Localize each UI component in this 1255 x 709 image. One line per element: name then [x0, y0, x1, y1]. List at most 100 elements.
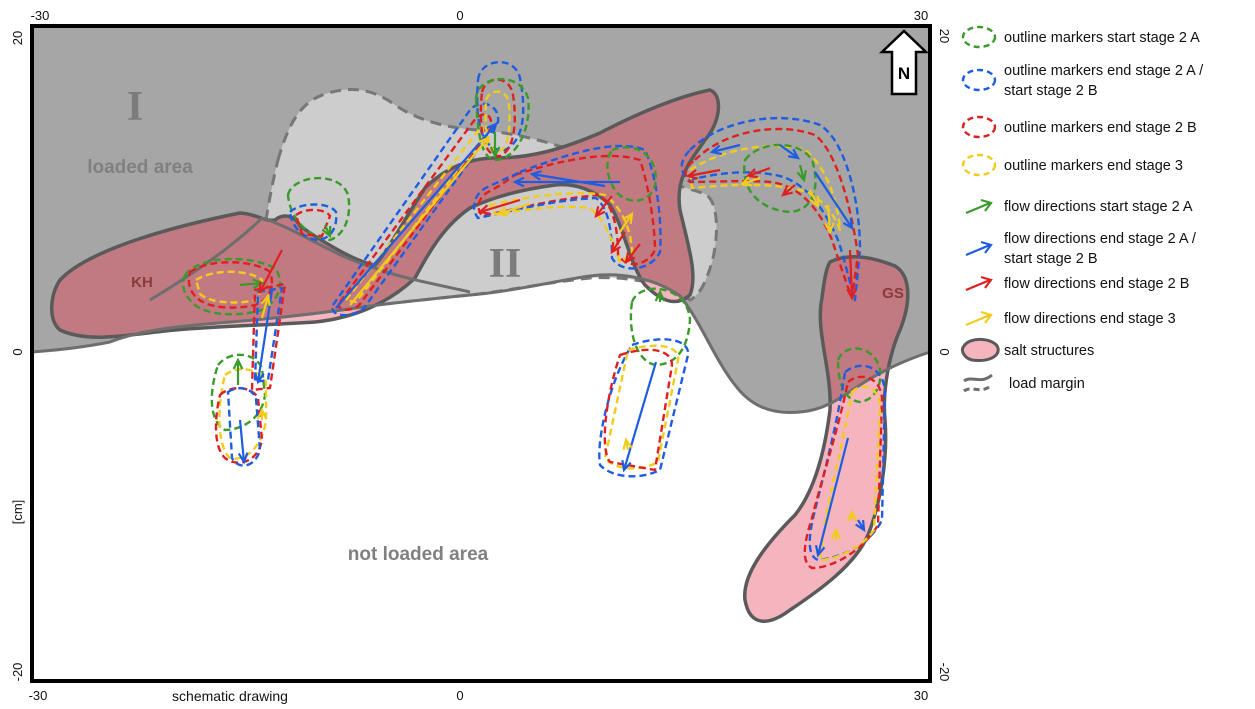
flow-arrow-11 — [619, 211, 634, 233]
legend-outline-end-2a-label-1: outline markers end stage 2 A / — [1004, 63, 1204, 79]
marker-outline-21 — [294, 208, 332, 238]
right-tick-middle: 0 — [937, 348, 952, 355]
caption: schematic drawing — [172, 688, 288, 704]
flow-arrow-18 — [739, 176, 761, 187]
not-loaded-area-label: not loaded area — [348, 544, 489, 565]
flow-arrow-6 — [477, 198, 521, 215]
north-arrow: N — [878, 29, 930, 96]
flow-arrow-30 — [256, 407, 268, 420]
legend-flow-end-2b-label-1: flow directions end stage 2 B — [1004, 276, 1189, 292]
legend-flow-end-3-icon — [965, 310, 993, 327]
legend-outline-end-2b: outline markers end stage 2 B — [961, 115, 1197, 139]
flow-arrow-34 — [814, 437, 850, 558]
flow-arrow-19 — [809, 189, 820, 209]
salt-structure-gs-outline — [743, 255, 910, 623]
legend-load-margin-icon — [963, 373, 993, 393]
legend-flow-end-3: flow directions end stage 3 — [965, 310, 1176, 327]
flow-arrow-26 — [260, 293, 271, 319]
flow-arrow-33 — [622, 437, 633, 451]
legend-load-margin: load margin — [963, 373, 1085, 393]
marker-outline-6 — [484, 90, 511, 154]
legend-outline-end-2a-label-2: start stage 2 B — [1004, 83, 1098, 99]
flow-arrow-35 — [855, 519, 866, 533]
bottom-tick-center: 0 — [456, 688, 463, 703]
bottom-tick-left: -30 — [29, 688, 48, 703]
marker-outline-19 — [286, 176, 351, 242]
flow-arrow-5 — [512, 176, 620, 188]
flow-arrow-29 — [237, 419, 249, 465]
marker-outline-8 — [477, 154, 657, 266]
marker-outline-7 — [474, 77, 530, 162]
flow-arrow-1 — [335, 122, 498, 309]
marker-outline-25 — [226, 386, 262, 467]
legend-flow-start-2a: flow directions start stage 2 A — [965, 198, 1193, 215]
legend-flow-start-2a-label-1: flow directions start stage 2 A — [1004, 199, 1193, 215]
marker-outline-34 — [803, 375, 884, 570]
flow-arrow-20 — [824, 204, 835, 235]
flow-arrow-4 — [529, 170, 606, 188]
marker-outline-31 — [603, 348, 674, 472]
flow-arrow-36 — [830, 527, 842, 540]
flow-arrow-12 — [709, 143, 741, 156]
legend-flow-end-2b-icon — [965, 275, 993, 292]
salt-kh-label: KH — [131, 274, 153, 291]
salt-gs-label: GS — [882, 285, 904, 302]
flow-arrow-13 — [814, 171, 854, 231]
flow-arrow-25 — [258, 249, 283, 295]
flow-arrow-21 — [779, 144, 801, 160]
marker-outline-12 — [680, 116, 862, 302]
legend-outline-end-2a: outline markers end stage 2 A / start sta… — [961, 63, 1204, 99]
marker-outline-35 — [818, 385, 882, 562]
legend-outline-start-2a: outline markers start stage 2 A — [961, 25, 1200, 49]
legend-flow-end-2a: flow directions end stage 2 A / start sta… — [965, 231, 1197, 267]
legend-salt-structures: salt structures — [960, 338, 1094, 362]
legend-outline-start-2a-label-1: outline markers start stage 2 A — [1004, 30, 1200, 46]
flow-arrow-37 — [846, 509, 858, 522]
legend-flow-end-3-label-1: flow directions end stage 3 — [1004, 311, 1176, 327]
flow-arrow-7 — [495, 202, 531, 217]
top-tick-center: 0 — [456, 8, 463, 23]
north-label: N — [898, 64, 910, 83]
loaded-area-label: loaded area — [87, 157, 193, 178]
map-frame — [30, 24, 932, 683]
legend: outline markers start stage 2 A outline m… — [960, 25, 1204, 393]
flow-arrow-15 — [685, 168, 721, 180]
flow-arrow-2 — [349, 136, 490, 306]
left-tick-bottom: -20 — [10, 663, 25, 682]
flow-arrow-16 — [745, 166, 771, 179]
legend-outline-end-2b-label-1: outline markers end stage 2 B — [1004, 120, 1197, 136]
salt-structure-gs-loaded-part — [744, 256, 908, 413]
marker-outline-32 — [836, 347, 882, 404]
flow-arrow-17 — [781, 184, 796, 197]
bottom-tick-right: 30 — [914, 688, 928, 703]
marker-outline-11 — [606, 146, 657, 202]
marker-outline-23 — [218, 367, 268, 460]
legend-salt-structures-icon — [960, 338, 1000, 362]
legend-flow-end-2a-icon — [965, 240, 993, 257]
flow-arrow-9 — [610, 231, 626, 255]
marker-outline-17 — [187, 261, 274, 309]
right-tick-top: 20 — [937, 29, 952, 43]
legend-load-margin-label-1: load margin — [1009, 376, 1085, 392]
left-tick-middle: 0 — [10, 348, 25, 355]
north-arrow-icon — [878, 29, 930, 96]
load-margin-line — [31, 273, 931, 415]
legend-outline-end-3-label-1: outline markers end stage 3 — [1004, 158, 1183, 174]
marker-outline-30 — [603, 344, 680, 470]
marker-outline-16 — [181, 257, 282, 316]
zone-2-label: II — [489, 241, 522, 287]
flow-arrow-32 — [621, 361, 658, 473]
marker-outline-26 — [250, 282, 287, 392]
marker-outline-22 — [210, 353, 267, 432]
flow-arrow-3 — [489, 132, 501, 159]
marker-outline-10 — [488, 192, 634, 264]
flow-arrow-27 — [321, 224, 332, 239]
zone-1-label: I — [127, 84, 143, 130]
legend-flow-end-2b: flow directions end stage 2 B — [965, 275, 1189, 292]
flow-arrow-31 — [654, 289, 666, 302]
marker-outline-27 — [253, 286, 284, 384]
flow-arrow-28 — [232, 357, 244, 385]
legend-outline-start-2a-icon — [961, 25, 997, 49]
marker-outline-13 — [684, 127, 860, 300]
